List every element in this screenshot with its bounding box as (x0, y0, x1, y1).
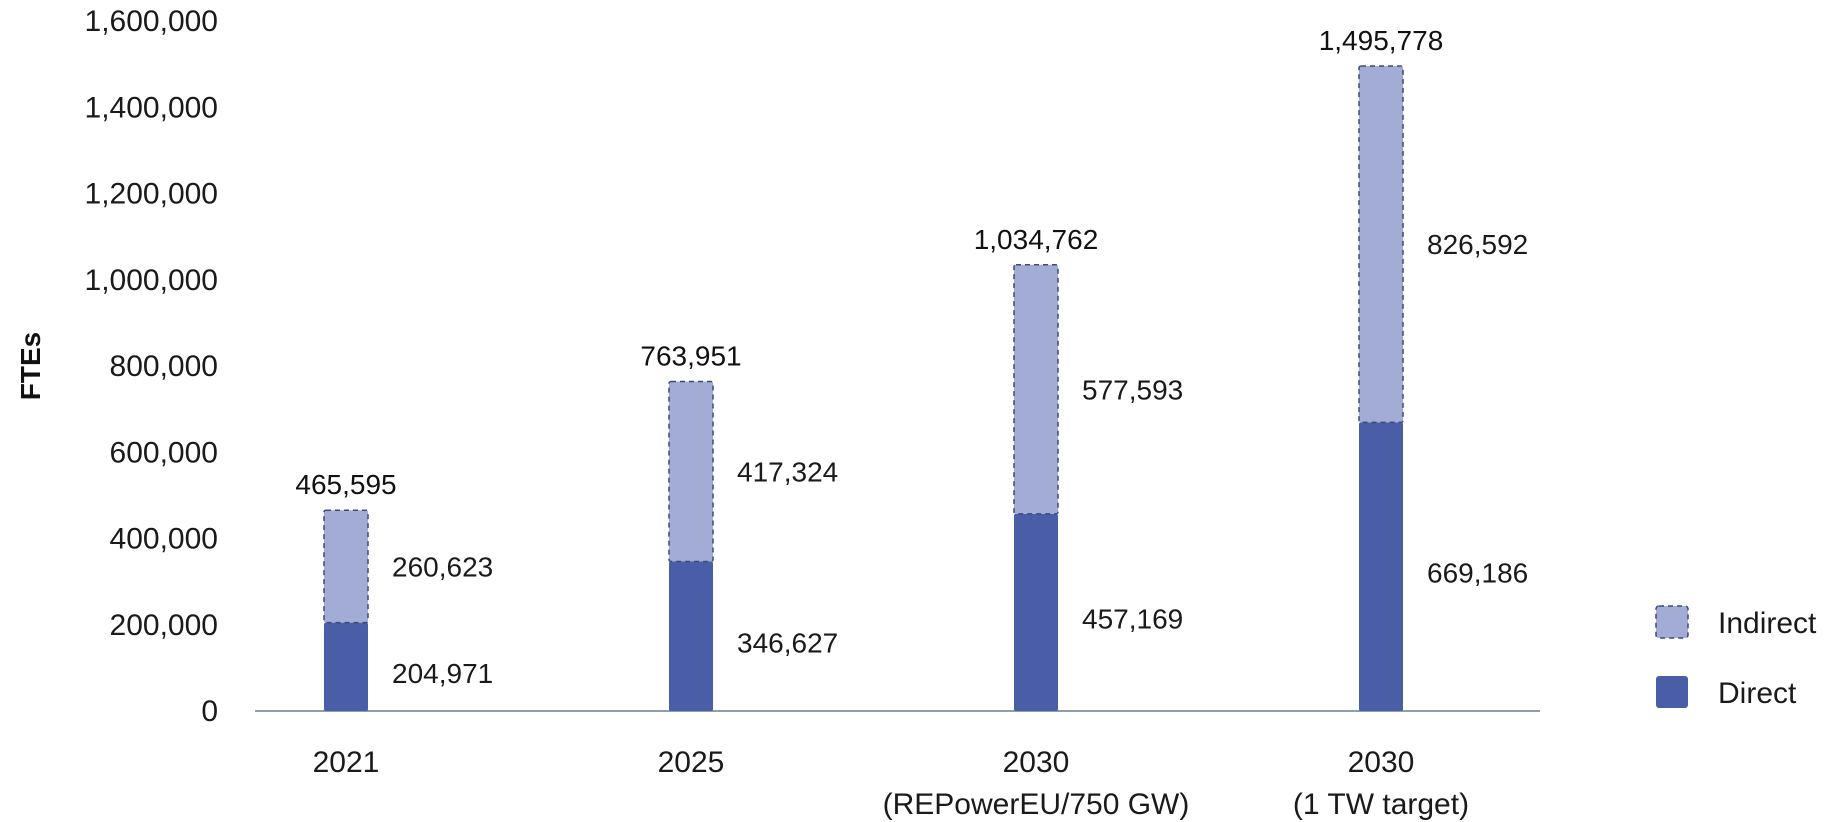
y-tick-label: 1,200,000 (85, 178, 218, 211)
bar-direct (324, 622, 368, 711)
data-label-direct: 457,169 (1082, 603, 1183, 634)
x-tick-label: 2030 (1 TW target) (1293, 746, 1469, 821)
legend-label-direct: Direct (1718, 677, 1797, 710)
legend: Indirect Direct (1655, 605, 1817, 710)
y-tick-label: 0 (201, 695, 218, 728)
x-tick-label: 2025 (658, 746, 725, 779)
data-label-indirect: 260,623 (392, 551, 493, 582)
data-label-indirect: 577,593 (1082, 374, 1183, 405)
bar-direct (1014, 513, 1058, 711)
data-label-direct: 669,186 (1427, 558, 1528, 589)
data-label-direct: 346,627 (737, 627, 838, 658)
y-tick-label: 600,000 (110, 436, 218, 469)
bar-indirect (668, 380, 714, 563)
x-tick-label: 2030 (REPowerEU/750 GW) (883, 746, 1190, 821)
data-label-indirect: 826,592 (1427, 229, 1528, 260)
data-label-total: 465,595 (295, 469, 396, 500)
y-tick-label: 1,600,000 (85, 5, 218, 38)
legend-label-indirect: Indirect (1718, 607, 1817, 640)
y-tick-label: 400,000 (110, 523, 218, 556)
y-tick-label: 800,000 (110, 350, 218, 383)
legend-swatch-indirect (1655, 605, 1689, 639)
y-tick-label: 200,000 (110, 609, 218, 642)
legend-swatch-direct (1656, 676, 1688, 708)
y-axis-title: FTEs (15, 332, 46, 400)
y-tick-label: 1,400,000 (85, 91, 218, 124)
data-label-indirect: 417,324 (737, 457, 838, 488)
bar-direct (1359, 422, 1403, 711)
bar-indirect (323, 509, 369, 624)
x-tick-label: 2021 (313, 746, 380, 779)
bar-direct (669, 561, 713, 711)
data-label-direct: 204,971 (392, 658, 493, 689)
data-label-total: 763,951 (640, 341, 741, 372)
bars: 204,971 260,623 465,595 346,627 417,324 763,9… (295, 25, 1528, 711)
y-axis-ticks: 0 200,000 400,000 600,000 800,000 1,000,000 1,… (85, 5, 218, 728)
x-axis-categories: 2021 2025 2030 (REPowerEU/750 GW) 2030 (1 TW … (313, 746, 1469, 821)
bar-indirect (1358, 65, 1404, 424)
data-label-total: 1,034,762 (974, 224, 1099, 255)
data-label-total: 1,495,778 (1319, 25, 1444, 56)
bar-indirect (1013, 264, 1059, 515)
y-tick-label: 1,000,000 (85, 264, 218, 297)
